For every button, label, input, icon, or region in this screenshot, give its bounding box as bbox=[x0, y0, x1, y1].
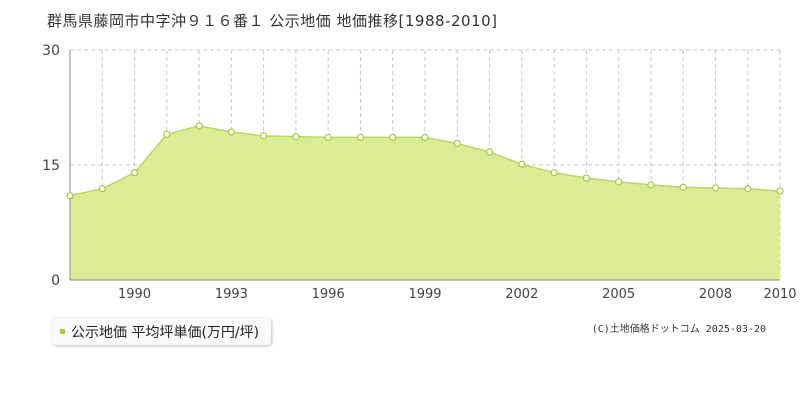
y-tick-label: 0 bbox=[51, 273, 60, 289]
data-point bbox=[421, 133, 429, 141]
data-point bbox=[292, 133, 300, 141]
data-point bbox=[615, 178, 623, 186]
data-point bbox=[647, 181, 655, 189]
x-tick-label: 2002 bbox=[505, 287, 538, 302]
data-point bbox=[485, 148, 494, 156]
x-tick-label: 1990 bbox=[118, 287, 151, 302]
data-point bbox=[776, 187, 784, 195]
chart-title: 群馬県藤岡市中字沖９１６番１ 公示地価 地価推移[1988-2010] bbox=[47, 12, 498, 30]
x-tick-label: 1993 bbox=[215, 287, 248, 302]
x-tick-label: 2005 bbox=[602, 287, 635, 302]
data-point bbox=[227, 128, 235, 136]
data-point bbox=[389, 133, 397, 141]
data-point bbox=[130, 169, 139, 177]
legend-label: 公示地価 平均坪単価(万円/坪) bbox=[71, 324, 260, 341]
data-point bbox=[744, 185, 752, 193]
y-tick-label: 15 bbox=[42, 158, 60, 174]
credit-text: (C)土地価格ドットコム 2025-03-20 bbox=[591, 324, 766, 335]
data-point bbox=[356, 133, 365, 141]
data-point bbox=[453, 139, 461, 148]
data-point bbox=[260, 132, 268, 140]
data-point bbox=[711, 184, 720, 192]
data-point bbox=[195, 122, 203, 130]
y-tick-label: 30 bbox=[42, 43, 60, 59]
data-point bbox=[324, 133, 332, 141]
series-area bbox=[70, 125, 780, 281]
data-point bbox=[66, 192, 74, 200]
data-point bbox=[98, 185, 106, 193]
legend-marker-icon bbox=[60, 329, 65, 334]
x-tick-label: 2010 bbox=[763, 287, 796, 302]
data-point bbox=[582, 174, 590, 182]
legend: 公示地価 平均坪単価(万円/坪) bbox=[52, 318, 272, 345]
data-point bbox=[550, 169, 558, 177]
x-tick-label: 1999 bbox=[408, 287, 441, 302]
x-tick-label: 2008 bbox=[699, 287, 732, 302]
data-point bbox=[518, 160, 526, 168]
data-point bbox=[679, 183, 687, 191]
data-point bbox=[163, 130, 171, 138]
x-tick-label: 1996 bbox=[312, 287, 345, 302]
